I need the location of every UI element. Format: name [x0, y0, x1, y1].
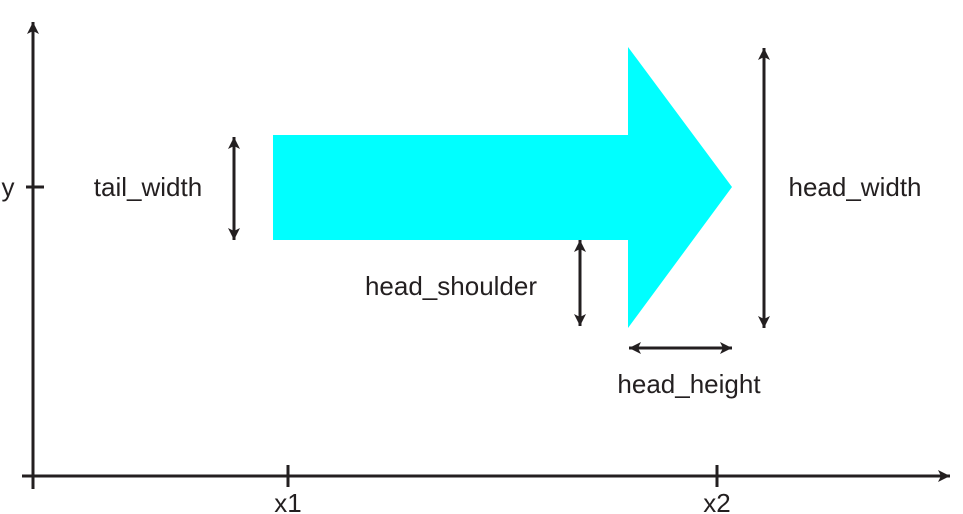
head-width-label: head_width: [789, 172, 922, 202]
x2-tick-label: x2: [703, 488, 730, 514]
tail-width-label: tail_width: [94, 172, 202, 202]
head-shoulder-label: head_shoulder: [365, 271, 537, 301]
y-axis-label: y: [2, 172, 15, 202]
block-arrow-shape: [273, 47, 732, 328]
x1-tick-label: x1: [274, 488, 301, 514]
head-height-label: head_height: [617, 369, 761, 399]
